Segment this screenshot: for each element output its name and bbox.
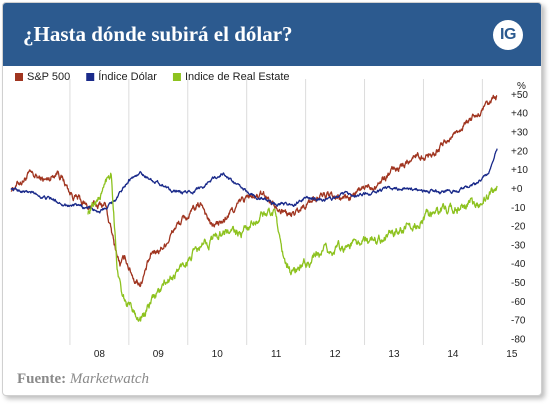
legend-label: S&P 500	[27, 71, 70, 83]
series-line	[10, 148, 498, 214]
y-tick-label: +10	[511, 165, 528, 176]
series-line	[87, 172, 498, 322]
logo-text: IG	[500, 26, 516, 43]
legend-swatch	[172, 73, 181, 81]
series-group	[10, 94, 498, 322]
x-tick-label: 08	[94, 349, 106, 360]
y-tick-label: +20	[511, 146, 528, 157]
x-tick-label: 12	[330, 349, 342, 360]
chart-card: ¿Hasta dónde subirá el dólar? IG S&P 500…	[2, 2, 542, 396]
legend-swatch	[86, 73, 95, 81]
legend-swatch	[15, 73, 23, 81]
y-unit-label: %	[517, 81, 526, 92]
source-note: Fuente: Marketwatch	[17, 371, 149, 388]
chart-title: ¿Hasta dónde subirá el dólar?	[23, 22, 293, 46]
y-tick-label: -20	[511, 222, 526, 233]
y-tick-label: -50	[511, 278, 526, 289]
y-tick-label: -70	[511, 316, 526, 327]
x-tick-label: 13	[388, 349, 400, 360]
line-chart: S&P 500 Índice Dólar Indice de Real Estate…	[10, 70, 528, 360]
ig-logo: IG	[493, 20, 523, 50]
legend: S&P 500 Índice Dólar Indice de Real Estate	[15, 70, 290, 83]
y-tick-label: +30	[511, 128, 528, 139]
x-tick-label: 11	[271, 349, 282, 360]
y-tick-label: -60	[511, 297, 526, 308]
legend-label: Índice Dólar	[98, 70, 157, 83]
y-tick-label: +50	[511, 90, 528, 101]
source-value: Marketwatch	[69, 371, 150, 387]
x-tick-label: 09	[153, 349, 165, 360]
y-axis: % -80 -70 -60 -50 -40 -30 -20 -10 +0 +10 +20 +30 +40 +…	[511, 81, 528, 346]
x-tick-label: 14	[447, 349, 459, 360]
y-tick-label: -80	[511, 335, 526, 346]
x-tick-label: 15	[506, 349, 518, 360]
y-tick-label: -10	[511, 203, 526, 214]
grid	[69, 79, 483, 345]
y-tick-label: +0	[511, 184, 523, 195]
header-bar: ¿Hasta dónde subirá el dólar? IG	[3, 3, 541, 66]
y-tick-label: -40	[511, 259, 526, 270]
y-tick-label: -30	[511, 240, 526, 251]
x-axis: 08 09 10 11 12 13 14 15	[94, 349, 518, 360]
legend-label: Indice de Real Estate	[185, 71, 290, 83]
y-tick-label: +40	[511, 109, 528, 120]
x-tick-label: 10	[212, 349, 224, 360]
source-label: Fuente:	[17, 371, 67, 387]
